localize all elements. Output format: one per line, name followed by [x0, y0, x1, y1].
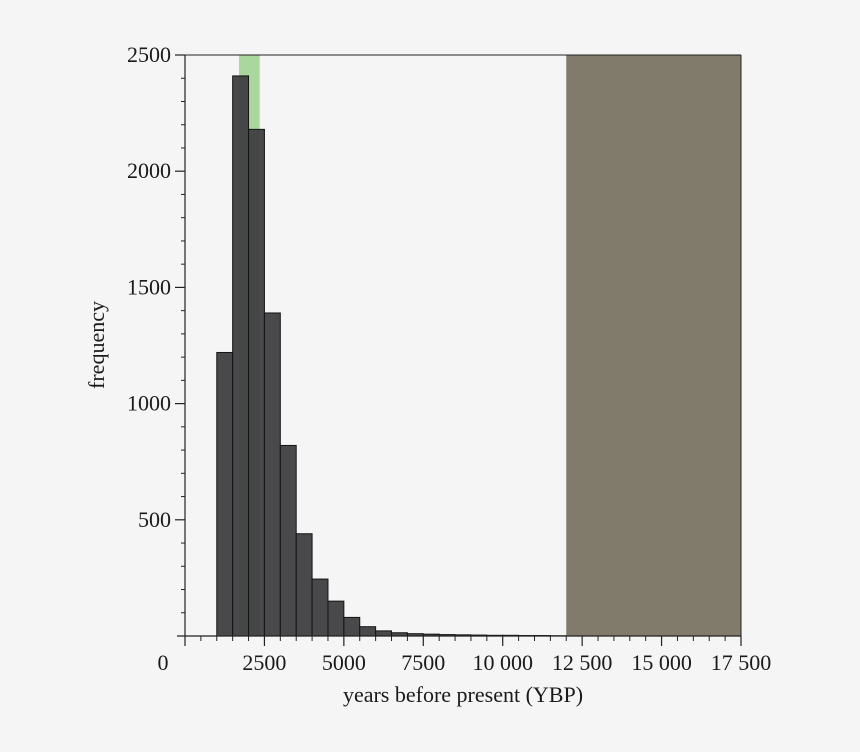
- y-axis-title: frequency: [84, 301, 109, 389]
- x-tick-label: 2500: [242, 650, 286, 675]
- x-tick-label: 10 000: [472, 650, 533, 675]
- x-tick-label: 12 500: [552, 650, 613, 675]
- y-tick-label: 1500: [127, 274, 171, 299]
- histogram-bar: [217, 352, 233, 636]
- histogram-bar: [264, 313, 280, 636]
- x-tick-label: 15 000: [631, 650, 692, 675]
- shaded-region-2: [566, 55, 741, 636]
- histogram-bar: [360, 627, 376, 636]
- x-tick-label: 7500: [401, 650, 445, 675]
- x-tick-label: 5000: [322, 650, 366, 675]
- y-tick-label: 500: [138, 507, 171, 532]
- histogram-bar: [249, 129, 265, 636]
- x-tick-label: 17 500: [711, 650, 772, 675]
- histogram-bar: [376, 631, 392, 636]
- histogram-bar: [328, 601, 344, 636]
- y-tick-label: 1000: [127, 391, 171, 416]
- histogram-bar: [296, 534, 312, 636]
- x-axis-title: years before present (YBP): [343, 682, 583, 707]
- histogram-bar: [312, 579, 328, 636]
- y-tick-label: 2000: [127, 158, 171, 183]
- histogram-bar: [280, 445, 296, 636]
- histogram-bar: [344, 617, 360, 636]
- x-tick-label: 0: [158, 650, 169, 675]
- histogram-bar: [233, 76, 249, 636]
- y-tick-label: 2500: [127, 42, 171, 67]
